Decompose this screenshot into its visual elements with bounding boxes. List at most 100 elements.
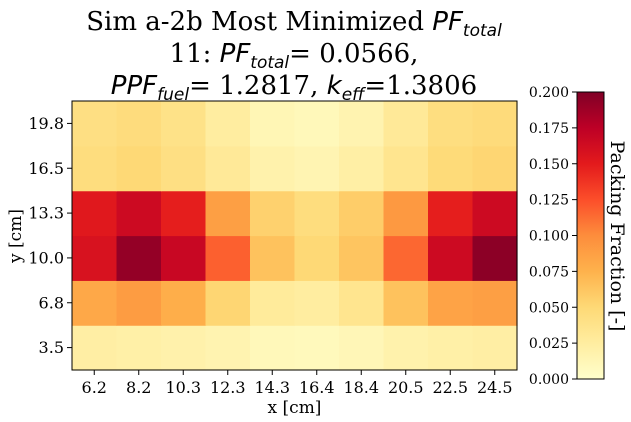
heatmap-cell — [294, 101, 340, 147]
heatmap-cell — [116, 101, 162, 147]
colorbar-tick-label: 0.100 — [529, 229, 569, 245]
heatmap-cell — [205, 101, 251, 147]
heatmap-cell — [116, 190, 162, 237]
heatmap-cell — [383, 101, 429, 147]
heatmap-cell — [383, 190, 429, 237]
x-tick-label: 22.5 — [432, 378, 468, 397]
colorbar-gradient — [576, 91, 605, 380]
heatmap-cell — [294, 325, 340, 371]
heatmap-cell — [472, 190, 518, 237]
heatmap-cells — [72, 101, 518, 371]
heatmap-cell — [161, 235, 207, 281]
x-tick-label: 16.4 — [299, 378, 335, 397]
heatmap-cell — [294, 190, 340, 237]
heatmap-cell — [116, 145, 162, 192]
y-tick-label: 6.8 — [39, 293, 64, 312]
heatmap-cell — [116, 325, 162, 371]
heatmap-cell — [339, 235, 385, 281]
colorbar-tick-label: 0.075 — [529, 264, 569, 280]
heatmap-cell — [72, 190, 118, 237]
heatmap-cell — [205, 325, 251, 371]
heatmap-cell — [294, 235, 340, 281]
x-tick-label: 10.3 — [165, 378, 201, 397]
y-tick-label: 16.5 — [28, 159, 64, 178]
heatmap-cell — [339, 145, 385, 192]
chart-title: Sim a-2b Most Minimized PFtotal 11: PFto… — [86, 7, 502, 105]
heatmap-cell — [161, 145, 207, 192]
heatmap-cell — [250, 235, 296, 281]
x-tick-label: 18.4 — [343, 378, 379, 397]
y-tick-label: 3.5 — [39, 338, 64, 357]
heatmap-cell — [383, 145, 429, 192]
heatmap-cell — [472, 325, 518, 371]
heatmap-cell — [428, 145, 474, 192]
heatmap-cell — [161, 101, 207, 147]
heatmap-cell — [116, 280, 162, 326]
heatmap-cell — [383, 325, 429, 371]
heatmap-cell — [383, 280, 429, 326]
heatmap-cell — [472, 101, 518, 147]
heatmap-cell — [72, 325, 118, 371]
colorbar-tick-label: 0.025 — [529, 336, 569, 352]
colorbar-ticks: 0.000 0.025 0.050 0.075 0.100 0.125 0.150 0.175… — [529, 85, 577, 388]
heatmap-cell — [250, 145, 296, 192]
x-axis-title: x [cm] — [268, 398, 322, 418]
heatmap-cell — [161, 190, 207, 237]
colorbar-tick-label: 0.000 — [529, 372, 569, 388]
heatmap-cell — [472, 235, 518, 281]
y-tick-label: 19.8 — [28, 114, 64, 133]
heatmap-cell — [116, 235, 162, 281]
x-tick-label: 8.2 — [126, 378, 151, 397]
y-axis-title: y [cm] — [6, 209, 26, 264]
colorbar-tick-label: 0.150 — [529, 157, 569, 173]
heatmap-cell — [161, 325, 207, 371]
heatmap-cell — [161, 280, 207, 326]
colorbar-tick-label: 0.050 — [529, 300, 569, 316]
chart-title-line-2: 11: PFtotal= 0.0566, — [170, 39, 419, 73]
heatmap-cell — [250, 101, 296, 147]
x-tick-label: 14.3 — [254, 378, 290, 397]
y-tick-label: 13.3 — [28, 204, 64, 223]
heatmap-cell — [205, 280, 251, 326]
plot-frame — [71, 100, 518, 371]
heatmap-cell — [72, 145, 118, 192]
heatmap-cell — [472, 145, 518, 192]
heatmap-cell — [428, 280, 474, 326]
chart-title-line-1: Sim a-2b Most Minimized PFtotal — [86, 7, 502, 41]
colorbar-tick-label: 0.175 — [529, 121, 569, 137]
heatmap-cell — [250, 190, 296, 237]
heatmap-cell — [472, 280, 518, 326]
x-tick-label: 24.5 — [477, 378, 513, 397]
x-tick-label: 6.2 — [82, 378, 107, 397]
heatmap-cell — [428, 235, 474, 281]
heatmap-cell — [250, 280, 296, 326]
y-axis-ticks: 3.5 6.8 10.0 13.3 16.5 19.8 — [28, 114, 72, 357]
heatmap-cell — [428, 325, 474, 371]
heatmap-cell — [428, 101, 474, 147]
heatmap-cell — [72, 101, 118, 147]
heatmap-cell — [205, 235, 251, 281]
heatmap-cell — [428, 190, 474, 237]
colorbar-title: Packing Fraction [-] — [606, 141, 628, 332]
heatmap-cell — [339, 101, 385, 147]
heatmap-cell — [294, 280, 340, 326]
heatmap-cell — [205, 190, 251, 237]
colorbar: 0.000 0.025 0.050 0.075 0.100 0.125 0.150 0.175… — [529, 85, 628, 388]
heatmap-cell — [250, 325, 296, 371]
heatmap-cell — [339, 325, 385, 371]
heatmap-cell — [339, 190, 385, 237]
heatmap-cell — [205, 145, 251, 192]
heatmap-cell — [383, 235, 429, 281]
heatmap-cell — [294, 145, 340, 192]
heatmap-cell — [339, 280, 385, 326]
heatmap-cell — [72, 280, 118, 326]
y-tick-label: 10.0 — [28, 248, 64, 267]
x-tick-label: 12.3 — [210, 378, 246, 397]
colorbar-tick-label: 0.125 — [529, 193, 569, 209]
x-tick-label: 20.5 — [388, 378, 424, 397]
colorbar-tick-label: 0.200 — [529, 85, 569, 101]
x-axis-ticks: 6.2 8.2 10.3 12.3 14.3 16.4 18.4 20.5 22.5 24.5 — [82, 370, 513, 397]
heatmap-cell — [72, 235, 118, 281]
chart-title-line-3: PPFfuel= 1.2817, keff=1.3806 — [111, 71, 477, 105]
